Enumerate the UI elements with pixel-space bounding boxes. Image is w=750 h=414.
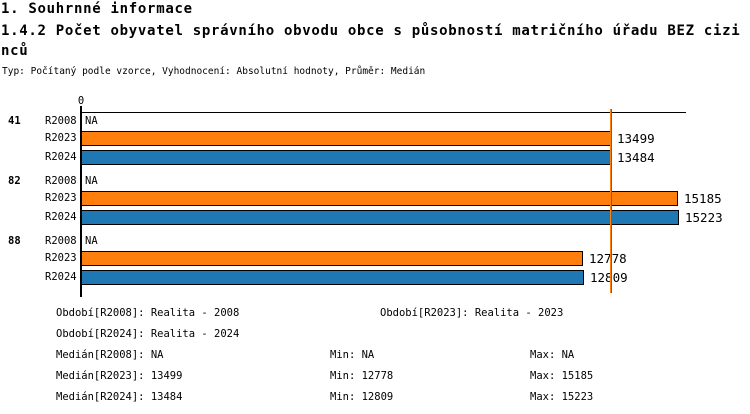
group-label: 88 [8,235,21,247]
x-axis-top-line [81,112,686,113]
na-value-label: NA [85,235,98,247]
group-label: 82 [8,175,21,187]
x-axis-zero-label: 0 [77,95,85,107]
stat-min-r2008: Min: NA [330,349,375,361]
legend-period-r2024: Období[R2024]: Realita - 2024 [56,328,240,340]
group-label: 41 [8,115,21,127]
bar-value-label: 15185 [684,191,722,206]
series-row-label: R2024 [45,211,77,223]
bar-value-label: 12778 [589,251,627,266]
series-row-label: R2024 [45,271,77,283]
legend-period-r2008: Období[R2008]: Realita - 2008 [56,307,240,319]
stat-median-r2023: Medián[R2023]: 13499 [56,370,183,382]
bar-r2024 [81,150,611,165]
series-row-label: R2023 [45,252,77,264]
bar-r2023 [81,191,678,206]
bar-r2023 [81,131,611,146]
series-row-label: R2008 [45,235,77,247]
stat-median-r2008: Medián[R2008]: NA [56,349,164,361]
bar-r2023 [81,251,583,266]
stat-max-r2008: Max: NA [530,349,575,361]
chart-subtitle: 1.4.2 Počet obyvatel správního obvodu ob… [1,23,741,59]
bar-chart: 0 41 R2008 NA R2023 13499 R2024 13484 82 R2008 NA… [0,95,750,297]
series-row-label: R2024 [45,151,77,163]
bar-r2024 [81,210,679,225]
stat-max-r2023: Max: 15185 [530,370,594,382]
series-row-label: R2008 [45,175,77,187]
bar-value-label: 12809 [590,270,628,285]
chart-type-line: Typ: Počítaný podle vzorce, Vyhodnocení:… [2,66,426,77]
median-line-r2023 [609,109,612,293]
legend-period-r2023: Období[R2023]: Realita - 2023 [380,307,564,319]
bar-r2024 [81,270,584,285]
median-line-r2024 [610,109,613,293]
series-row-label: R2023 [45,132,77,144]
bar-value-label: 13484 [617,150,655,165]
stat-min-r2023: Min: 12778 [330,370,394,382]
bar-value-label: 13499 [617,131,655,146]
stat-max-r2024: Max: 15223 [530,391,594,403]
chart-group: 88 R2008 NA R2023 12778 R2024 12809 [0,232,750,292]
stat-median-r2024: Medián[R2024]: 13484 [56,391,183,403]
bar-value-label: 15223 [685,210,723,225]
stat-min-r2024: Min: 12809 [330,391,394,403]
na-value-label: NA [85,175,98,187]
na-value-label: NA [85,115,98,127]
chart-group: 41 R2008 NA R2023 13499 R2024 13484 [0,112,750,172]
chart-group: 82 R2008 NA R2023 15185 R2024 15223 [0,172,750,232]
series-row-label: R2008 [45,115,77,127]
page-title: 1. Souhrnné informace [1,1,193,17]
series-row-label: R2023 [45,192,77,204]
